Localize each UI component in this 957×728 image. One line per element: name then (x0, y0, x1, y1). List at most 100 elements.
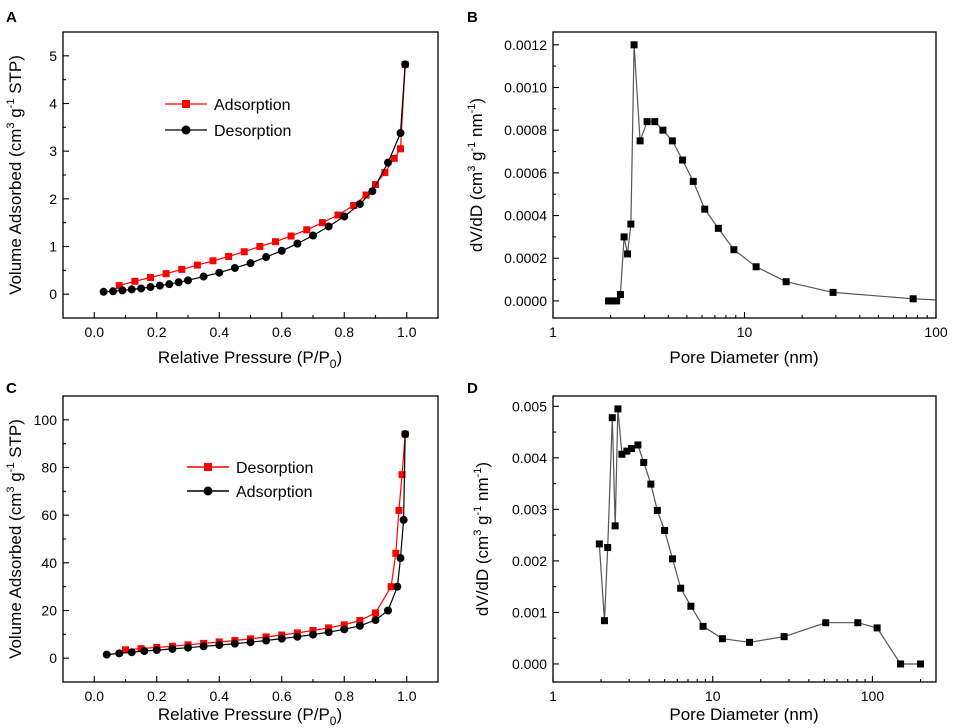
y-tick-label: 0.000 (512, 656, 547, 672)
data-point-desorption (230, 263, 239, 272)
panel-b-frame (552, 31, 937, 319)
data-point-adsorption (355, 621, 364, 630)
data-point-pore-size-distribution (661, 526, 669, 534)
panel-c: C 0.0 0.2 0.4 0.6 0.8 1.0 0 20 40 60 80 100 Relativ… (5, 380, 439, 728)
series-line-desorption (125, 434, 406, 651)
data-point-pore-size-distribution (614, 405, 622, 413)
data-point-adsorption (246, 638, 255, 647)
data-point-desorption (401, 60, 410, 69)
data-point-pore-size-distribution (611, 522, 619, 530)
panel-d-plot (595, 405, 925, 668)
panel-letter-b: B (467, 9, 478, 26)
y-tick-label: 0.0002 (504, 250, 547, 266)
panel-a-ylabel: Volume Adsorbed (cm3 g-1 STP) (5, 55, 25, 295)
x-tick-label: 0.4 (210, 324, 230, 340)
data-point-pore-size-distribution (701, 205, 709, 213)
data-point-desorption (309, 627, 317, 635)
x-tick-label: 0.2 (147, 688, 167, 704)
data-point-pore-size-distribution (782, 278, 790, 286)
panel-b-ticks: 1 10 100 0.0000 0.0002 0.0004 0.0006 0.0008 0.00… (504, 37, 948, 340)
panel-a-ticks: 0.0 0.2 0.4 0.6 0.8 1.0 0 1 2 3 4 5 (49, 48, 416, 340)
data-point-adsorption (168, 644, 177, 653)
panel-c-xlabel: Relative Pressure (P/P0) (158, 705, 342, 728)
data-point-pore-size-distribution (620, 233, 628, 241)
data-point-desorption (368, 187, 377, 196)
data-point-pore-size-distribution (627, 445, 635, 453)
data-point-pore-size-distribution (604, 544, 612, 552)
data-point-adsorption (127, 648, 136, 657)
data-point-desorption (340, 212, 349, 221)
data-point-adsorption (272, 238, 279, 246)
panel-d-ticks: 1 10 100 0.000 0.001 0.002 0.003 0.004 0.005 (512, 398, 922, 704)
y-tick-label: 1 (49, 239, 57, 255)
data-point-pore-size-distribution (699, 622, 707, 630)
data-point-desorption (356, 617, 364, 625)
panel-letter-d: D (467, 380, 478, 397)
y-tick-label: 0.004 (512, 450, 547, 466)
y-tick-label: 0.0012 (504, 37, 547, 53)
data-point-pore-size-distribution (595, 540, 603, 548)
panel-b-plot (605, 41, 937, 305)
data-point-adsorption (152, 646, 161, 655)
data-point-pore-size-distribution (822, 619, 830, 627)
data-point-pore-size-distribution (605, 297, 613, 305)
data-point-desorption (184, 276, 192, 285)
legend-label-adsorption: Adsorption (214, 97, 291, 114)
data-point-pore-size-distribution (854, 619, 862, 627)
panel-c-ylabel: Volume Adsorbed (cm3 g-1 STP) (5, 419, 25, 659)
data-point-adsorption (262, 636, 271, 645)
y-tick-label: 20 (41, 603, 57, 619)
data-point-adsorption (393, 582, 402, 591)
data-point-desorption (392, 549, 400, 557)
data-point-desorption (340, 621, 348, 629)
data-point-desorption (118, 286, 127, 295)
x-tick-label: 0.0 (85, 688, 105, 704)
y-tick-label: 60 (41, 507, 57, 523)
data-point-adsorption (399, 515, 408, 524)
x-tick-label: 0.8 (335, 324, 355, 340)
panel-a: A 0.0 0.2 0.4 0.6 0.8 1.0 0 1 2 3 4 5 Relative Pres… (5, 9, 439, 371)
data-point-adsorption (350, 202, 358, 210)
data-point-adsorption (303, 226, 311, 234)
data-point-adsorption (293, 632, 302, 641)
data-point-pore-size-distribution (746, 638, 754, 646)
y-tick-label: 0.0006 (504, 165, 547, 181)
data-point-adsorption (102, 650, 111, 659)
data-point-adsorption (277, 634, 286, 643)
data-point-pore-size-distribution (752, 263, 760, 271)
data-point-pore-size-distribution (653, 506, 661, 514)
data-point-desorption (293, 239, 302, 248)
data-point-desorption (387, 583, 395, 591)
panel-a-legend: Adsorption Desorption (165, 97, 291, 140)
data-point-desorption (384, 158, 392, 167)
data-point-adsorption (309, 630, 317, 639)
y-tick-label: 0.005 (512, 398, 547, 414)
data-point-adsorption (131, 277, 139, 285)
panel-c-plot (102, 430, 410, 659)
data-point-desorption (277, 246, 286, 255)
data-point-adsorption (287, 232, 295, 240)
data-point-adsorption (371, 616, 380, 625)
data-point-desorption (246, 259, 255, 268)
data-point-pore-size-distribution (677, 584, 685, 592)
panel-b-xlabel: Pore Diameter (nm) (669, 348, 818, 367)
data-point-adsorption (396, 554, 405, 563)
data-point-pore-size-distribution (897, 660, 905, 668)
data-point-desorption (146, 283, 155, 292)
data-point-adsorption (147, 273, 154, 281)
data-point-pore-size-distribution (668, 137, 676, 145)
data-point-pore-size-distribution (873, 624, 881, 632)
data-point-desorption (372, 609, 379, 617)
y-tick-label: 0.0000 (504, 293, 547, 309)
data-point-pore-size-distribution (651, 118, 659, 126)
data-point-pore-size-distribution (643, 118, 651, 126)
panel-a-plot (99, 60, 410, 296)
y-tick-label: 0.0008 (504, 122, 547, 138)
data-point-adsorption (401, 430, 410, 439)
data-point-desorption (396, 129, 405, 138)
legend-label-adsorption: Adsorption (236, 484, 313, 501)
data-point-pore-size-distribution (689, 177, 697, 185)
panel-d-xlabel: Pore Diameter (nm) (669, 705, 818, 724)
data-point-desorption (109, 287, 117, 296)
